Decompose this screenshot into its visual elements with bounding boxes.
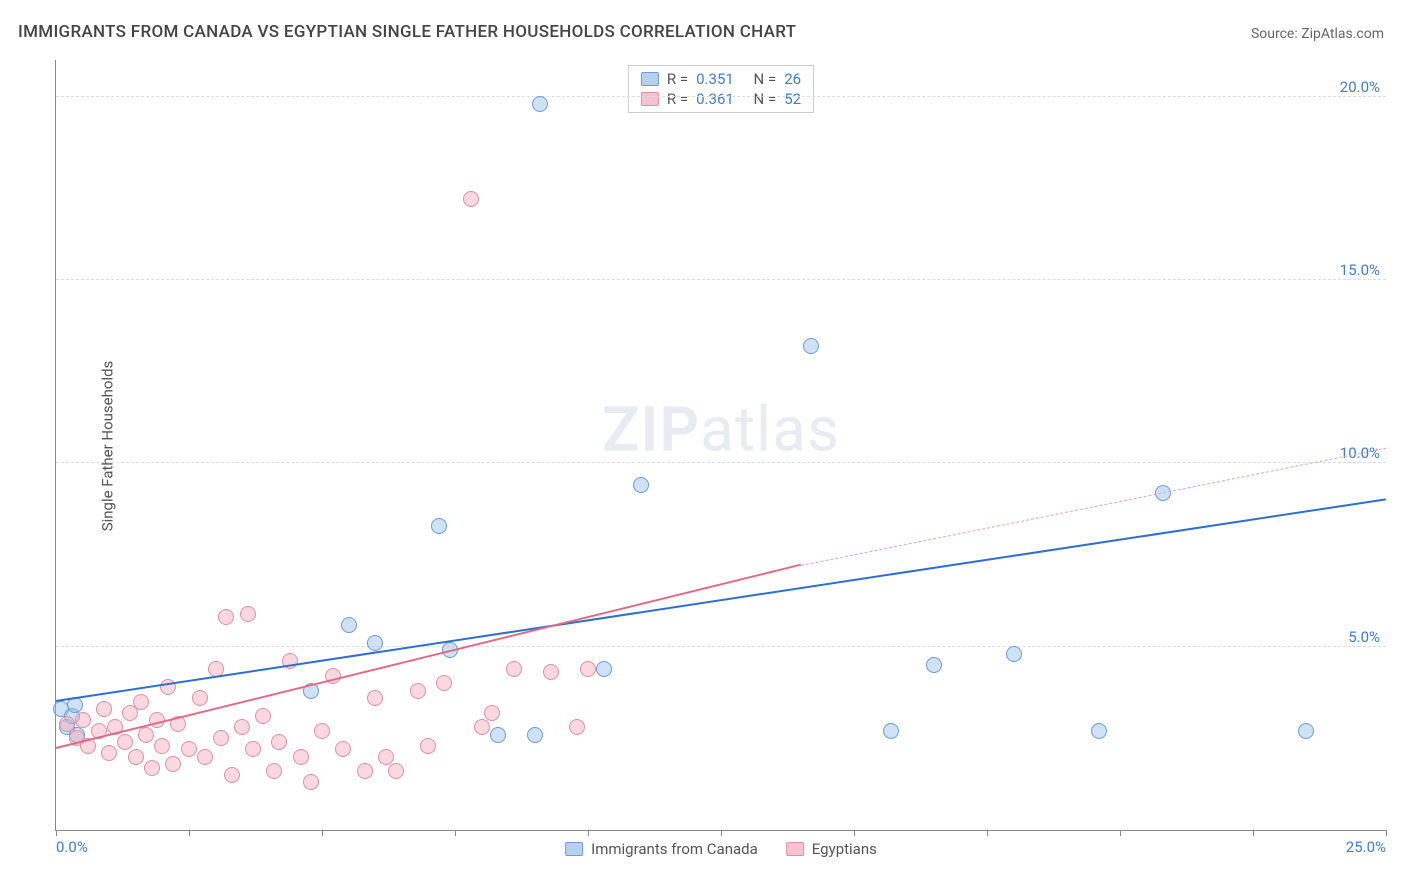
data-point bbox=[293, 749, 309, 765]
data-point bbox=[463, 191, 479, 207]
data-point bbox=[1006, 646, 1022, 662]
swatch-pink-icon bbox=[641, 92, 659, 106]
data-point bbox=[490, 727, 506, 743]
data-point bbox=[484, 705, 500, 721]
data-point bbox=[341, 617, 357, 633]
trend-line bbox=[56, 564, 801, 749]
trend-line bbox=[56, 498, 1386, 702]
data-point bbox=[96, 701, 112, 717]
data-point bbox=[357, 763, 373, 779]
data-point bbox=[154, 738, 170, 754]
data-point bbox=[128, 749, 144, 765]
data-point bbox=[314, 723, 330, 739]
x-tick bbox=[322, 830, 323, 836]
y-tick-label: 20.0% bbox=[1340, 78, 1380, 96]
x-tick bbox=[854, 830, 855, 836]
data-point bbox=[303, 774, 319, 790]
watermark: ZIPatlas bbox=[602, 393, 840, 466]
data-point bbox=[527, 727, 543, 743]
source-label: Source: ZipAtlas.com bbox=[1251, 26, 1384, 42]
swatch-blue-icon bbox=[641, 72, 659, 86]
data-point bbox=[633, 477, 649, 493]
x-tick bbox=[455, 830, 456, 836]
x-tick bbox=[987, 830, 988, 836]
data-point bbox=[883, 723, 899, 739]
x-tick bbox=[1386, 830, 1387, 836]
data-point bbox=[803, 338, 819, 354]
data-point bbox=[436, 675, 452, 691]
data-point bbox=[367, 635, 383, 651]
gridline bbox=[56, 279, 1386, 280]
data-point bbox=[474, 719, 490, 735]
legend-item-pink: Egyptians bbox=[786, 840, 877, 858]
y-tick-label: 15.0% bbox=[1340, 261, 1380, 279]
data-point bbox=[197, 749, 213, 765]
x-tick bbox=[56, 830, 57, 836]
data-point bbox=[117, 734, 133, 750]
data-point bbox=[506, 661, 522, 677]
gridline bbox=[56, 462, 1386, 463]
data-point bbox=[218, 609, 234, 625]
data-point bbox=[388, 763, 404, 779]
data-point bbox=[1298, 723, 1314, 739]
data-point bbox=[271, 734, 287, 750]
legend-stats-row-blue: R = 0.351 N = 26 bbox=[629, 69, 813, 89]
data-point bbox=[1091, 723, 1107, 739]
legend-stats-row-pink: R = 0.361 N = 52 bbox=[629, 89, 813, 109]
plot-area: ZIPatlas R = 0.351 N = 26 R = 0.361 N = … bbox=[55, 60, 1386, 831]
swatch-blue-icon bbox=[565, 842, 583, 856]
data-point bbox=[580, 661, 596, 677]
data-point bbox=[59, 716, 75, 732]
data-point bbox=[378, 749, 394, 765]
data-point bbox=[420, 738, 436, 754]
data-point bbox=[596, 661, 612, 677]
data-point bbox=[165, 756, 181, 772]
data-point bbox=[926, 657, 942, 673]
x-tick-label: 25.0% bbox=[1346, 838, 1386, 856]
data-point bbox=[431, 518, 447, 534]
data-point bbox=[569, 719, 585, 735]
data-point bbox=[255, 708, 271, 724]
data-point bbox=[234, 719, 250, 735]
data-point bbox=[213, 730, 229, 746]
legend-item-blue: Immigrants from Canada bbox=[565, 840, 758, 858]
x-tick bbox=[189, 830, 190, 836]
gridline bbox=[56, 646, 1386, 647]
x-tick bbox=[588, 830, 589, 836]
x-tick-label: 0.0% bbox=[56, 838, 88, 856]
x-tick bbox=[721, 830, 722, 836]
y-tick-label: 5.0% bbox=[1348, 628, 1380, 646]
legend-stats: R = 0.351 N = 26 R = 0.361 N = 52 bbox=[628, 65, 814, 113]
x-tick bbox=[1253, 830, 1254, 836]
data-point bbox=[410, 683, 426, 699]
data-point bbox=[181, 741, 197, 757]
data-point bbox=[532, 96, 548, 112]
swatch-pink-icon bbox=[786, 842, 804, 856]
data-point bbox=[240, 606, 256, 622]
data-point bbox=[101, 745, 117, 761]
legend-series: Immigrants from Canada Egyptians bbox=[565, 840, 877, 858]
data-point bbox=[133, 694, 149, 710]
chart-title: IMMIGRANTS FROM CANADA VS EGYPTIAN SINGL… bbox=[18, 22, 796, 42]
gridline bbox=[56, 96, 1386, 97]
data-point bbox=[266, 763, 282, 779]
data-point bbox=[224, 767, 240, 783]
data-point bbox=[367, 690, 383, 706]
data-point bbox=[75, 712, 91, 728]
data-point bbox=[245, 741, 261, 757]
data-point bbox=[335, 741, 351, 757]
data-point bbox=[138, 727, 154, 743]
data-point bbox=[144, 760, 160, 776]
x-tick bbox=[1120, 830, 1121, 836]
trend-line-dashed bbox=[801, 448, 1386, 566]
data-point bbox=[543, 664, 559, 680]
data-point bbox=[192, 690, 208, 706]
